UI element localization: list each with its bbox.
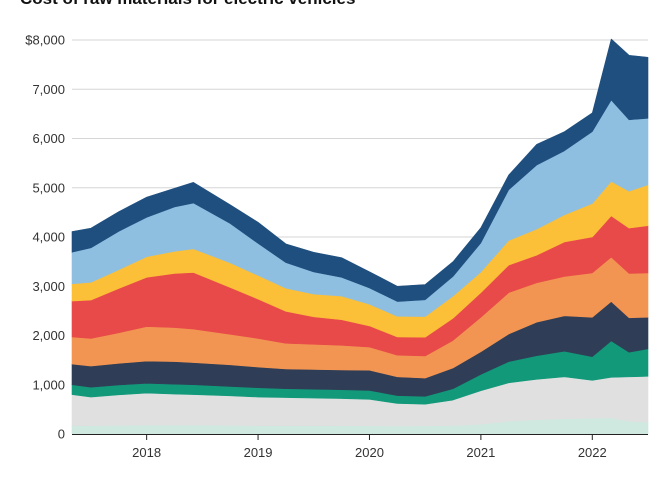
y-tick-label: 0 <box>58 427 65 442</box>
y-tick-label: 6,000 <box>32 131 65 146</box>
x-tick-label: 2022 <box>578 445 607 460</box>
y-tick-label: 7,000 <box>32 82 65 97</box>
x-tick-label: 2019 <box>244 445 273 460</box>
x-tick-label: 2020 <box>355 445 384 460</box>
area-series-9 <box>71 38 649 302</box>
y-tick-label: 4,000 <box>32 230 65 245</box>
area-layer <box>71 38 649 435</box>
y-tick-label: 1,000 <box>32 377 65 392</box>
y-tick-label: 2,000 <box>32 328 65 343</box>
y-tick-label: 3,000 <box>32 279 65 294</box>
chart-title: Cost of raw materials for electric vehic… <box>20 0 355 9</box>
x-tick-label: 2018 <box>132 445 161 460</box>
y-tick-label: 5,000 <box>32 180 65 195</box>
y-tick-label: $8,000 <box>25 33 65 48</box>
axis-layer: 0 1,000 2,000 3,000 4,000 5,000 6,000 7,000 $8,0… <box>25 33 648 460</box>
x-tick-label: 2021 <box>466 445 495 460</box>
